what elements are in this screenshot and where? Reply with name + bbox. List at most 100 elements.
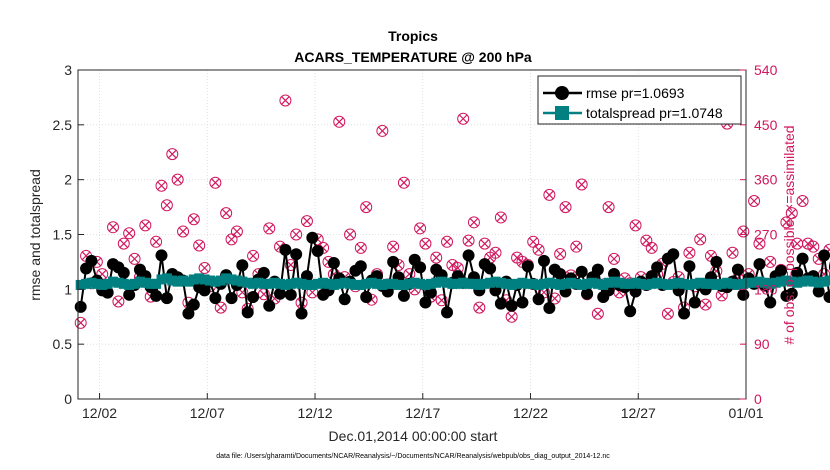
y-tick-label: 2.5 xyxy=(53,117,73,133)
totalspread-point xyxy=(695,277,706,288)
totalspread-point xyxy=(813,277,824,288)
totalspread-point xyxy=(301,279,312,290)
obs-assimilated-point xyxy=(528,237,538,247)
totalspread-point xyxy=(490,276,501,287)
totalspread-point xyxy=(716,278,727,289)
x-tick-label: 12/02 xyxy=(82,405,117,421)
totalspread-point xyxy=(625,278,636,289)
obs-possible-point xyxy=(376,124,389,137)
obs-assimilated-point xyxy=(792,239,802,249)
obs-possible-point xyxy=(430,251,443,264)
obs-assimilated-point xyxy=(421,239,430,249)
totalspread-point xyxy=(571,278,582,289)
rmse-point xyxy=(279,243,292,256)
obs-assimilated-point xyxy=(577,180,587,189)
rmse-point xyxy=(441,306,454,319)
rmse-point xyxy=(123,288,136,301)
totalspread-point xyxy=(749,277,760,288)
obs-assimilated-point xyxy=(124,228,134,238)
totalspread-point xyxy=(792,277,803,288)
obs-possible-point xyxy=(807,240,820,253)
obs-possible-point xyxy=(150,235,163,248)
totalspread-point xyxy=(393,279,404,290)
obs-possible-point xyxy=(575,178,588,191)
legend-rmse-marker xyxy=(555,86,569,100)
totalspread-point xyxy=(81,278,92,289)
obs-assimilated-point xyxy=(491,248,500,258)
totalspread-point xyxy=(447,278,458,289)
rmse-point xyxy=(311,244,324,257)
totalspread-point xyxy=(226,274,237,285)
obs-assimilated-point xyxy=(571,242,581,252)
rmse-point xyxy=(554,267,567,280)
totalspread-point xyxy=(770,277,781,288)
obs-assimilated-point xyxy=(701,300,711,309)
rmse-point xyxy=(187,298,200,311)
totalspread-point xyxy=(124,279,135,290)
rmse-point xyxy=(737,288,750,301)
totalspread-point xyxy=(167,275,178,286)
totalspread-point xyxy=(388,278,399,289)
obs-assimilated-point xyxy=(447,260,457,270)
totalspread-point xyxy=(549,278,560,289)
rmse-point xyxy=(274,287,287,300)
obs-assimilated-point xyxy=(264,223,274,233)
totalspread-point xyxy=(759,277,770,288)
obs-assimilated-point xyxy=(200,263,210,273)
obs-assimilated-point xyxy=(108,222,118,232)
totalspread-point xyxy=(684,279,695,290)
totalspread-point xyxy=(679,278,690,289)
totalspread-point xyxy=(134,276,145,287)
rmse-point xyxy=(150,289,163,302)
obs-possible-point xyxy=(737,225,750,238)
totalspread-point xyxy=(183,276,194,287)
rmse-point xyxy=(247,291,260,304)
rmse-point xyxy=(823,291,830,304)
rmse-point xyxy=(791,266,804,279)
totalspread-point xyxy=(479,278,490,289)
totalspread-point xyxy=(361,278,372,289)
totalspread-point xyxy=(291,277,302,288)
totalspread-point xyxy=(592,278,603,289)
obs-possible-point xyxy=(683,246,696,259)
rmse-point xyxy=(494,297,507,310)
y-right-tick-label: 540 xyxy=(754,62,778,78)
totalspread-point xyxy=(366,277,377,288)
obs-assimilated-point xyxy=(808,242,818,252)
totalspread-point xyxy=(528,278,539,289)
obs-assimilated-point xyxy=(717,291,727,300)
obs-possible-point xyxy=(187,213,200,226)
obs-possible-point xyxy=(661,307,674,320)
totalspread-point xyxy=(657,278,668,289)
obs-possible-point xyxy=(608,252,621,265)
totalspread-point xyxy=(722,277,733,288)
obs-assimilated-point xyxy=(755,239,764,249)
x-tick-label: 01/01 xyxy=(728,405,763,421)
totalspread-point xyxy=(576,279,587,290)
obs-assimilated-point xyxy=(415,223,425,233)
totalspread-point xyxy=(409,277,420,288)
obs-possible-point xyxy=(780,216,793,229)
totalspread-point xyxy=(754,276,765,287)
rmse-point xyxy=(667,248,680,261)
obs-assimilated-point xyxy=(361,202,371,212)
totalspread-point xyxy=(328,279,339,290)
totalspread-point xyxy=(312,278,323,289)
totalspread-point xyxy=(565,277,576,288)
totalspread-point xyxy=(641,279,652,290)
obs-possible-point xyxy=(139,219,152,232)
obs-assimilated-point xyxy=(173,175,183,185)
totalspread-point xyxy=(485,277,496,288)
totalspread-point xyxy=(210,276,221,287)
rmse-point xyxy=(419,296,432,309)
totalspread-point xyxy=(458,277,469,288)
rmse-point xyxy=(678,307,691,320)
rmse-point xyxy=(160,292,173,305)
obs-possible-point xyxy=(748,194,761,207)
chart-subtitle: ACARS_TEMPERATURE @ 200 hPa xyxy=(294,49,532,65)
obs-assimilated-point xyxy=(151,237,161,247)
y-tick-label: 1.5 xyxy=(53,227,73,243)
obs-assimilated-point xyxy=(695,234,705,244)
totalspread-point xyxy=(808,276,819,287)
obs-assimilated-point xyxy=(593,309,603,319)
